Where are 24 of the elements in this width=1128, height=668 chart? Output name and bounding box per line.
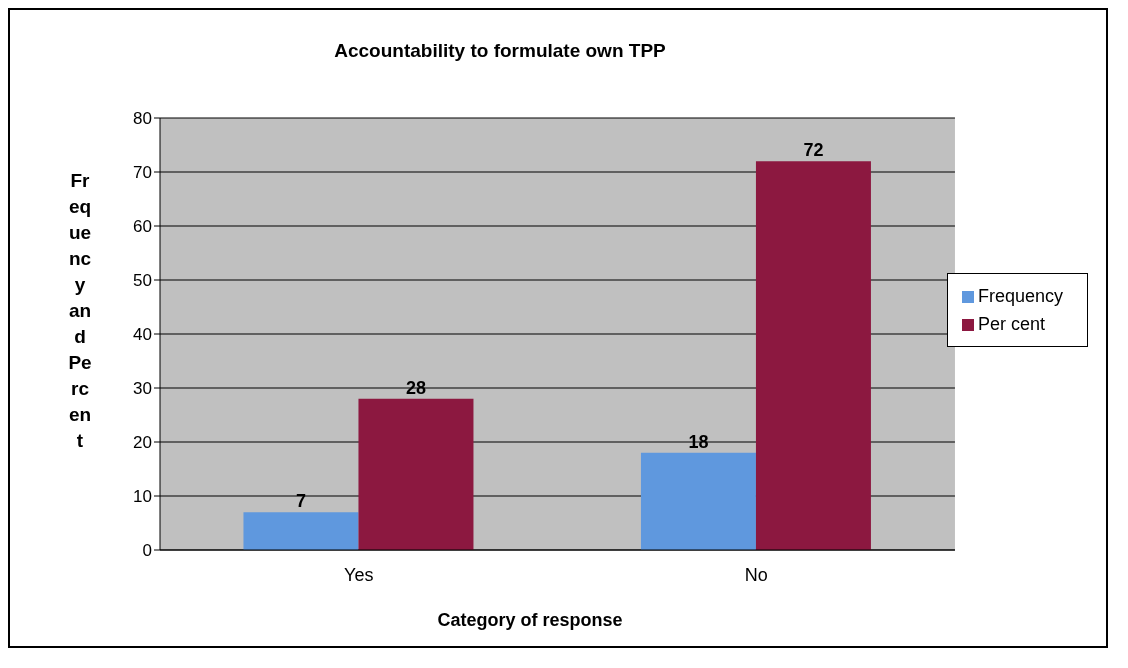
data-label: 72 xyxy=(803,140,824,161)
y-tick-label: 40 xyxy=(133,325,152,345)
x-axis-title: Category of response xyxy=(436,610,624,631)
legend-label: Per cent xyxy=(977,314,1045,334)
bar xyxy=(243,512,359,550)
y-tick-label: 50 xyxy=(133,271,152,291)
y-tick-label: 30 xyxy=(133,379,152,399)
y-tick-label: 60 xyxy=(133,217,152,237)
y-tick-label: 0 xyxy=(142,541,152,561)
data-label: 7 xyxy=(295,491,306,512)
bar xyxy=(755,161,871,550)
legend-label: Frequency xyxy=(977,286,1063,306)
data-label: 28 xyxy=(405,377,426,398)
x-tick-label: Yes xyxy=(344,564,374,585)
y-tick-label: 70 xyxy=(133,163,152,183)
bar xyxy=(358,398,474,550)
y-tick-label: 20 xyxy=(133,433,152,453)
bar xyxy=(640,452,756,550)
chart-title: Accountability to formulate own TPP xyxy=(333,40,667,62)
data-label: 18 xyxy=(688,431,709,452)
text: Frequency and Percent xyxy=(68,170,92,451)
y-tick-label: 10 xyxy=(133,487,152,507)
y-tick-label: 80 xyxy=(133,109,152,129)
x-tick-label: No xyxy=(744,564,768,585)
